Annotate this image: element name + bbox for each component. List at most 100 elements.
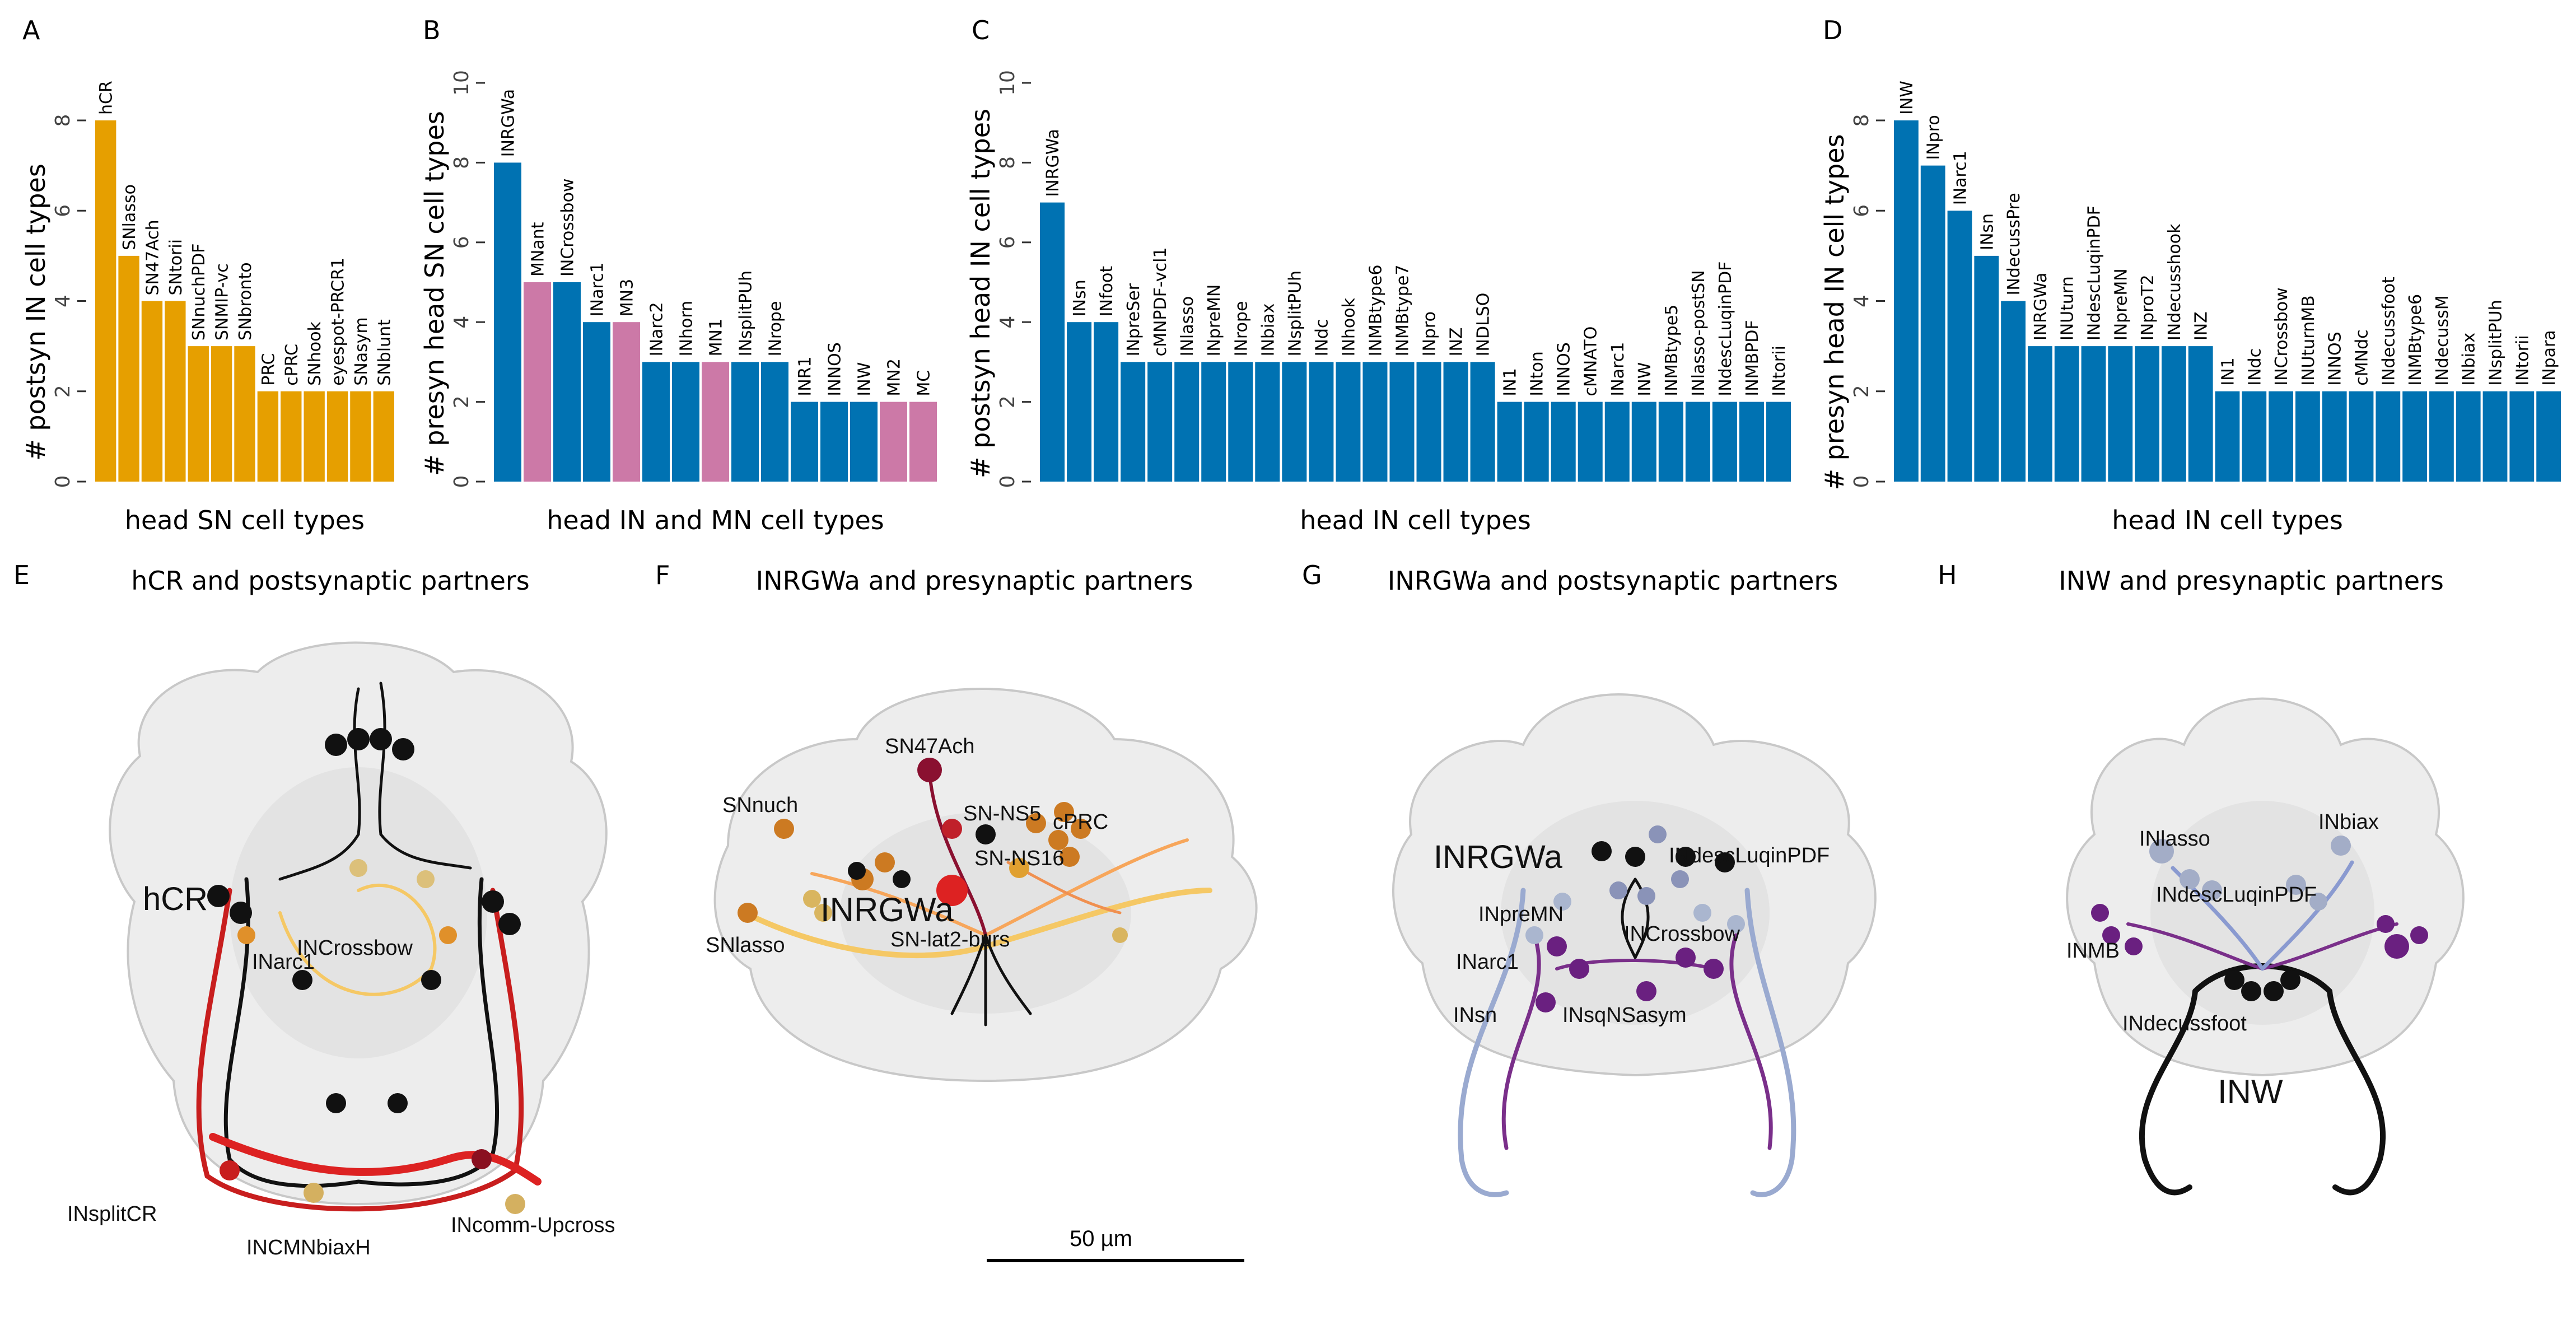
bar: [281, 391, 302, 482]
label-inmb: INMB: [2066, 939, 2120, 963]
panel-g-neuron-render: INRGWa INdescLuqinPDF INpreMN INCrossbow…: [1392, 693, 1877, 1197]
panel-letter-c: C: [972, 15, 990, 45]
bar-label: SNlasso: [120, 184, 139, 250]
bar: [494, 162, 521, 482]
bar: [2402, 391, 2427, 482]
bar-label: INsplitPUh: [736, 270, 756, 356]
bar: [2429, 391, 2454, 482]
bar-label: INR1: [796, 356, 815, 396]
bar-label: INtorii: [2513, 335, 2532, 385]
y-tick-label: 4: [450, 316, 473, 329]
bar-label: MC: [914, 370, 934, 396]
bar-label: INsn: [1070, 279, 1090, 316]
y-tick-label: 4: [996, 316, 1019, 329]
bar-label: INMBtype6: [1366, 265, 1385, 357]
bar: [1389, 362, 1415, 482]
bar-label: cMNdc: [2353, 329, 2372, 385]
label-cprc: cPRC: [1053, 810, 1108, 834]
bar: [524, 282, 551, 482]
bar-label: INproT2: [2138, 274, 2158, 340]
bar: [1147, 362, 1173, 482]
bar-label: INDLSO: [1474, 293, 1494, 357]
y-axis-title: # presyn head IN cell types: [1819, 134, 1850, 490]
bar: [613, 322, 640, 482]
bar-label: INbiax: [1258, 304, 1278, 357]
bar-label: cMNPDF-vcl1: [1151, 247, 1170, 356]
label-inpremn: INpreMN: [1478, 903, 1564, 926]
cell-bodies: [1525, 825, 1745, 1012]
label-inarc1: INarc1: [252, 950, 315, 974]
bar: [880, 402, 907, 482]
label-sn-ns5: SN-NS5: [963, 802, 1041, 825]
bar: [1443, 362, 1468, 482]
y-axis-title: # presyn head SN cell types: [419, 111, 450, 476]
bar-label: INpro: [1924, 115, 1944, 160]
bar: [2162, 346, 2186, 482]
scale-bar: [987, 1259, 1244, 1262]
label-snlasso: SNlasso: [706, 934, 785, 957]
panel-g-title: INRGWa and postsynaptic partners: [1387, 566, 1838, 596]
x-axis-title: head SN cell types: [125, 505, 365, 535]
bar: [2322, 391, 2347, 482]
bar-label: SNMIP-vc: [213, 263, 232, 340]
bar: [2349, 391, 2374, 482]
bar-label: INpara: [2540, 330, 2559, 385]
label-sn-ns16: SN-NS16: [974, 847, 1065, 870]
bar: [1174, 362, 1200, 482]
bar: [234, 346, 255, 482]
bar-label: INZ: [2192, 311, 2211, 340]
bar: [1894, 120, 1919, 482]
bar-label: INarc1: [588, 262, 608, 316]
panel-letter-f: F: [655, 560, 670, 590]
bar: [257, 391, 279, 482]
bar-label: INrope: [766, 301, 786, 357]
bar: [165, 301, 186, 482]
bar-label: SNtorii: [166, 239, 186, 296]
bar: [1201, 362, 1226, 482]
bar-label: hCR: [97, 81, 116, 115]
bar-label: MNant: [529, 222, 548, 277]
label-inrgwa: INRGWa: [1434, 839, 1563, 875]
panel-letter-a: A: [22, 15, 40, 45]
bar: [2536, 391, 2561, 482]
bar-label: INpreSer: [1124, 283, 1144, 356]
bar: [304, 391, 325, 482]
bar-label: INhorn: [677, 301, 697, 356]
y-tick-label: 0: [996, 475, 1019, 488]
bar-label: INUturnMB: [2299, 295, 2318, 385]
bar-label: INdescLuqinPDF: [1716, 262, 1735, 396]
label-hcr: hCR: [143, 881, 208, 917]
bar: [672, 362, 699, 482]
panel-h-title: INW and presynaptic partners: [2059, 566, 2444, 596]
bar-label: INlasso: [1178, 296, 1197, 357]
panel-letter-d: D: [1823, 15, 1842, 45]
bar-label: INpro: [1420, 311, 1440, 356]
label-inw: INW: [2218, 1073, 2283, 1110]
bar-label: INZ: [1447, 328, 1467, 357]
y-tick-label: 2: [52, 385, 74, 398]
bar: [1604, 402, 1630, 482]
y-tick-label: 10: [996, 70, 1019, 96]
bar: [326, 391, 348, 482]
y-tick-label: 6: [1850, 204, 1873, 217]
brain-outline: [1392, 693, 1877, 1077]
label-inrgwa: INRGWa: [820, 891, 954, 928]
bar: [642, 362, 670, 482]
label-indescluqinpdf: INdescLuqinPDF: [2156, 883, 2317, 907]
bar: [118, 255, 139, 482]
bar-label: INdecusshook: [2165, 223, 2185, 340]
bar: [2242, 391, 2267, 482]
bar-label: INRGWa: [499, 89, 519, 157]
bar: [702, 362, 729, 482]
bar: [2188, 346, 2213, 482]
bar: [1336, 362, 1361, 482]
bar: [2001, 301, 2026, 482]
panel-f-title: INRGWa and presynaptic partners: [755, 566, 1193, 596]
y-tick-label: 6: [996, 236, 1019, 249]
bar: [1255, 362, 1280, 482]
bar-charts-area: A 0 2 4 6 8 # postsyn IN cell types head SN cel…: [21, 15, 2561, 535]
bar: [1947, 211, 1972, 482]
y-tick-label: 8: [1850, 114, 1873, 127]
bar: [2054, 346, 2079, 482]
bar: [2482, 391, 2508, 482]
